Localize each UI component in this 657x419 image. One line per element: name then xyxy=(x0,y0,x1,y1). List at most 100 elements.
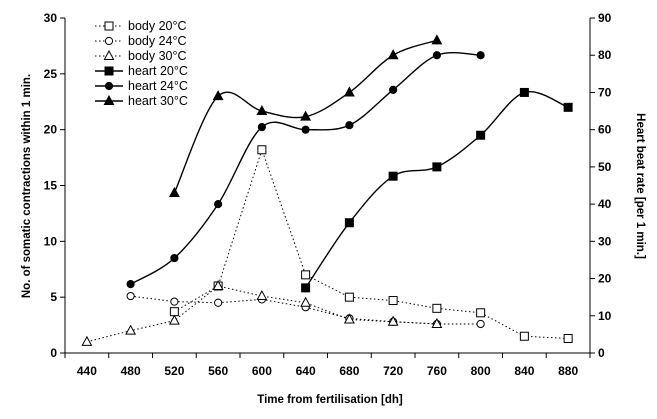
x-tick-label: 520 xyxy=(164,364,184,378)
legend-marker xyxy=(104,21,114,31)
y2-tick-label: 90 xyxy=(598,11,612,25)
data-point xyxy=(431,317,443,328)
data-point xyxy=(170,297,179,306)
legend-marker xyxy=(104,81,114,91)
data-point xyxy=(388,171,398,181)
series-line xyxy=(86,285,437,343)
legend-entry: heart 24°C xyxy=(95,79,188,93)
series-3 xyxy=(81,279,443,346)
y-tick-label: 20 xyxy=(44,123,58,137)
y2-tick-label: 10 xyxy=(598,309,612,323)
x-tick-label: 880 xyxy=(558,364,578,378)
y-axis-title: No. of somatic contractions within 1 min… xyxy=(21,74,33,298)
data-point xyxy=(431,34,443,45)
data-point xyxy=(126,291,135,301)
x-tick-label: 560 xyxy=(208,364,228,378)
legend-entry: heart 30°C xyxy=(95,94,188,108)
data-point xyxy=(169,307,179,317)
legend-label: body 24°C xyxy=(128,34,187,48)
data-point xyxy=(387,49,399,60)
data-point xyxy=(343,86,355,97)
data-point xyxy=(126,280,135,289)
data-point xyxy=(432,51,441,60)
data-point xyxy=(563,102,573,112)
x-tick-label: 760 xyxy=(427,364,447,378)
data-point xyxy=(389,85,398,94)
x-tick-label: 680 xyxy=(339,364,359,378)
series-1 xyxy=(169,145,573,343)
data-point xyxy=(476,308,486,318)
data-point xyxy=(256,105,268,116)
x-tick-label: 640 xyxy=(296,364,316,378)
y2-tick-label: 40 xyxy=(598,197,612,211)
data-point xyxy=(476,130,486,140)
x-tick-label: 840 xyxy=(514,364,534,378)
legend-marker xyxy=(103,49,115,60)
data-point xyxy=(214,200,223,209)
legend-label: heart 30°C xyxy=(128,94,188,108)
data-point xyxy=(125,324,137,335)
y2-tick-label: 60 xyxy=(598,123,612,137)
data-point xyxy=(388,296,398,306)
x-tick-label: 800 xyxy=(471,364,491,378)
axes: 440 480 520 560 600 640 680 720 760 800 840 8800510… xyxy=(44,11,612,378)
series-5 xyxy=(126,51,485,289)
data-point xyxy=(300,296,312,307)
y-tick-label: 10 xyxy=(44,234,58,248)
data-point xyxy=(519,331,529,341)
y2-tick-label: 50 xyxy=(598,160,612,174)
data-point xyxy=(214,298,223,307)
legend-entry: heart 20°C xyxy=(95,64,188,78)
data-point xyxy=(212,90,224,101)
x-tick-label: 600 xyxy=(252,364,272,378)
y2-tick-label: 20 xyxy=(598,272,612,286)
data-point xyxy=(343,313,355,324)
legend-marker xyxy=(104,36,114,46)
y-tick-label: 15 xyxy=(44,179,58,193)
x-tick-label: 480 xyxy=(121,364,141,378)
data-point xyxy=(257,122,266,132)
x-axis-title: Time from fertilisation [dh] xyxy=(257,394,403,406)
legend-label: heart 20°C xyxy=(128,64,188,78)
data-point xyxy=(301,283,311,293)
data-point xyxy=(563,333,573,343)
data-point xyxy=(344,292,354,302)
legend-label: heart 24°C xyxy=(128,79,188,93)
y2-tick-label: 0 xyxy=(598,346,605,360)
y2-axis-title: Heart beat rate [per 1 min.] xyxy=(634,113,646,259)
data-point xyxy=(81,335,93,346)
legend-entry: body 24°C xyxy=(95,34,187,48)
legend-entry: body 20°C xyxy=(95,19,187,33)
data-point xyxy=(168,314,180,325)
data-point xyxy=(301,270,311,280)
data-point xyxy=(168,186,180,197)
y2-tick-label: 30 xyxy=(598,234,612,248)
data-point xyxy=(519,87,529,97)
series-6 xyxy=(168,34,443,197)
data-point xyxy=(300,110,312,121)
y-tick-label: 30 xyxy=(44,11,58,25)
series-line xyxy=(174,148,569,339)
data-point xyxy=(476,319,485,329)
data-point xyxy=(387,315,399,326)
y-tick-label: 0 xyxy=(50,346,57,360)
data-point xyxy=(345,121,354,130)
legend-label: body 30°C xyxy=(128,49,187,63)
data-point xyxy=(256,289,268,301)
data-point xyxy=(257,145,267,155)
y-tick-label: 5 xyxy=(50,290,57,304)
data-point xyxy=(170,253,179,263)
series-4 xyxy=(301,87,573,293)
y2-tick-label: 70 xyxy=(598,85,612,99)
data-point xyxy=(301,125,310,134)
data-point xyxy=(212,279,224,290)
legend-entry: body 30°C xyxy=(95,49,187,63)
x-tick-label: 440 xyxy=(77,364,97,378)
y-tick-label: 25 xyxy=(44,67,58,81)
y2-tick-label: 80 xyxy=(598,48,612,62)
x-tick-label: 720 xyxy=(383,364,403,378)
data-point xyxy=(476,51,485,60)
data-point xyxy=(432,303,442,313)
